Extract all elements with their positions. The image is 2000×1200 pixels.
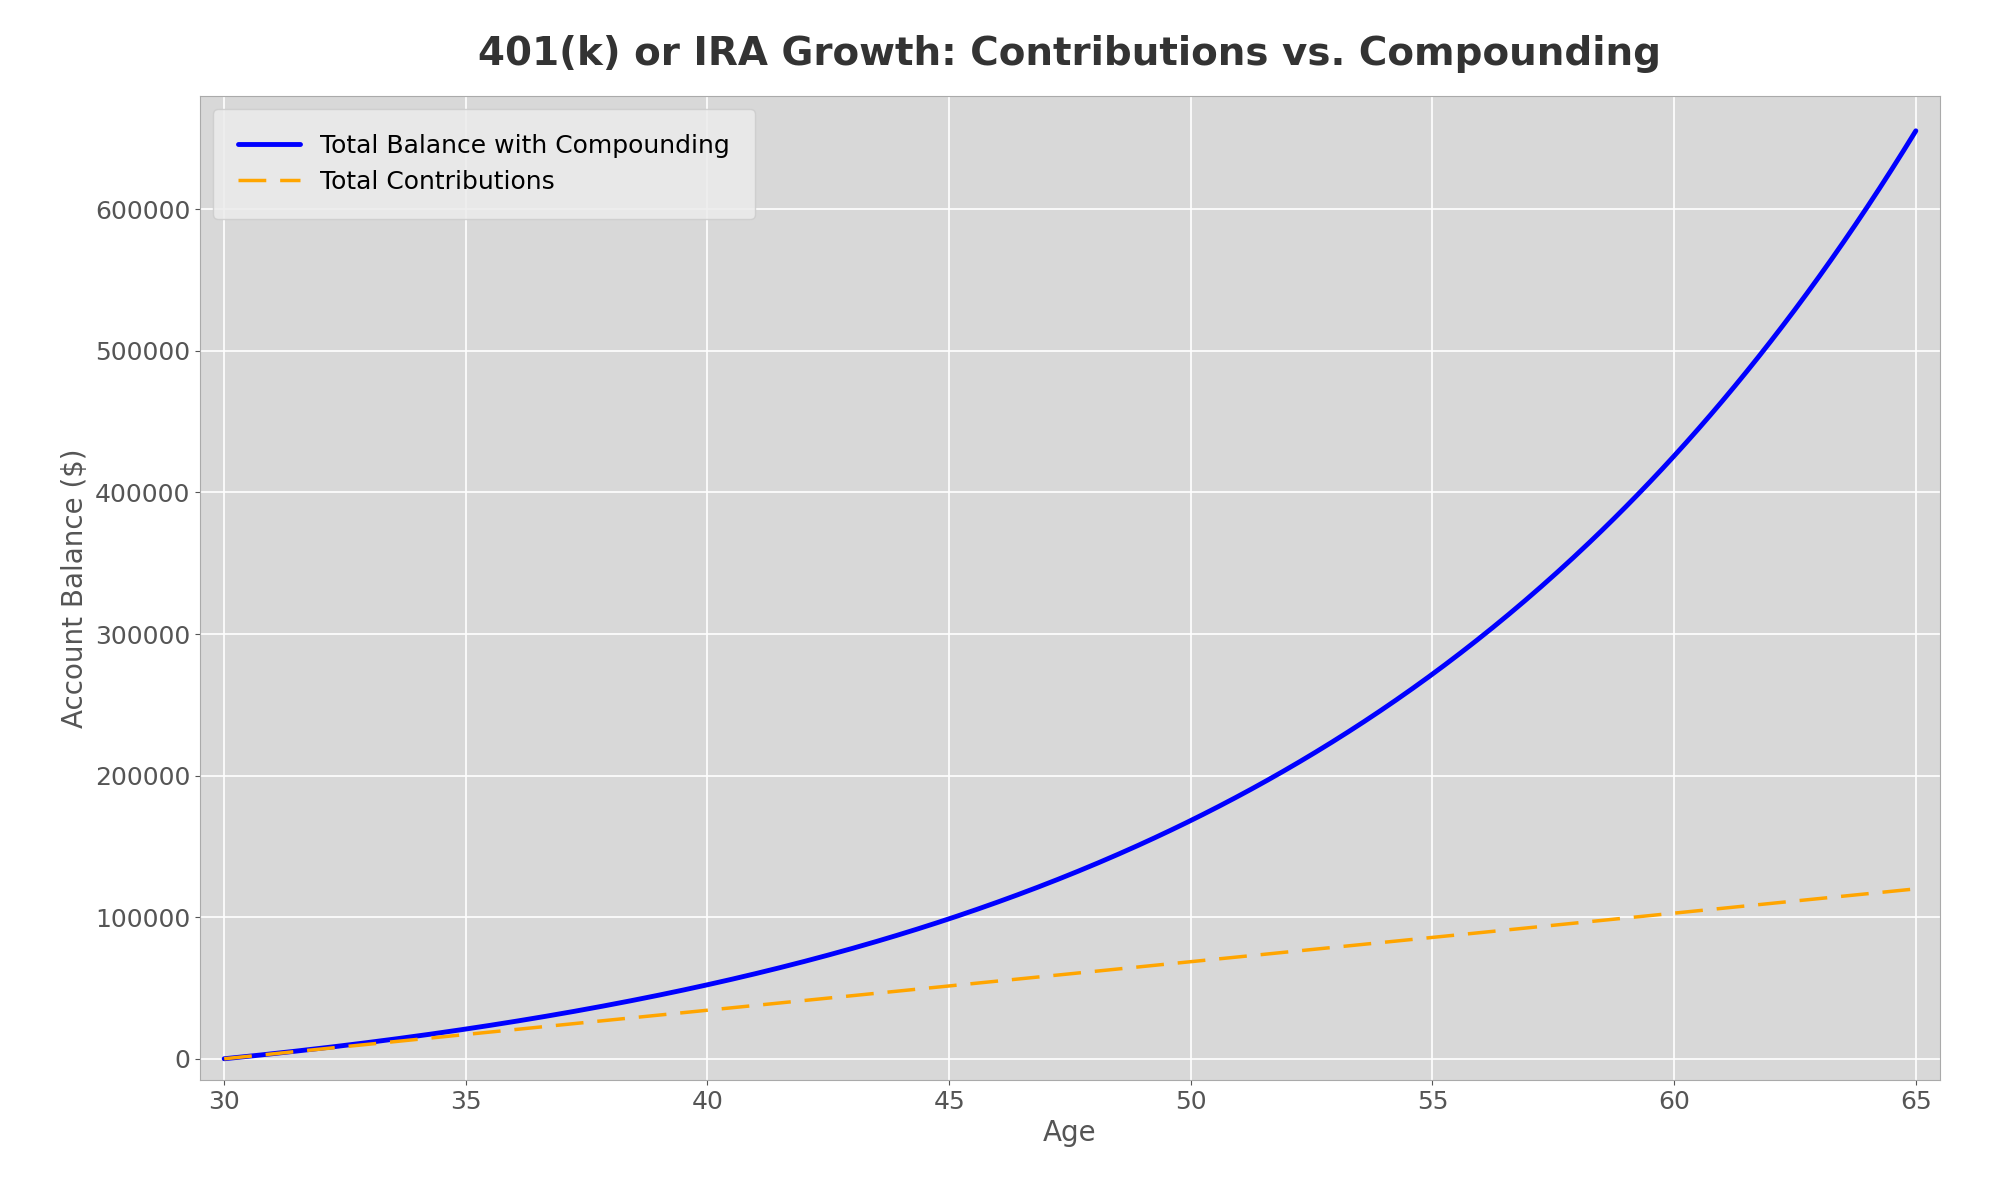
Total Contributions — [1480, 924, 1504, 938]
Total Balance with Compounding — [1904, 124, 1928, 138]
Total Balance with Compounding — [212, 1051, 236, 1066]
Legend: Total Balance with Compounding, Total Contributions: Total Balance with Compounding, Total Co… — [212, 108, 754, 218]
Title: 401(k) or IRA Growth: Contributions vs. Compounding: 401(k) or IRA Growth: Contributions vs. … — [478, 36, 1662, 73]
Total Contributions — [1472, 925, 1496, 940]
Total Balance with Compounding — [740, 967, 764, 982]
Total Contributions — [1586, 913, 1610, 928]
Total Balance with Compounding — [1586, 527, 1610, 541]
Total Balance with Compounding — [1480, 620, 1504, 635]
Total Balance with Compounding — [1472, 626, 1496, 641]
Total Contributions — [1566, 916, 1590, 930]
Total Balance with Compounding — [1566, 546, 1590, 560]
Total Contributions — [212, 1051, 236, 1066]
Total Contributions — [1904, 882, 1928, 896]
Line: Total Balance with Compounding: Total Balance with Compounding — [224, 131, 1916, 1058]
Total Contributions — [740, 998, 764, 1013]
X-axis label: Age: Age — [1044, 1120, 1096, 1147]
Total Contributions — [1232, 949, 1256, 964]
Line: Total Contributions: Total Contributions — [224, 889, 1916, 1058]
Y-axis label: Account Balance ($): Account Balance ($) — [62, 449, 90, 727]
Total Balance with Compounding — [1232, 786, 1256, 800]
